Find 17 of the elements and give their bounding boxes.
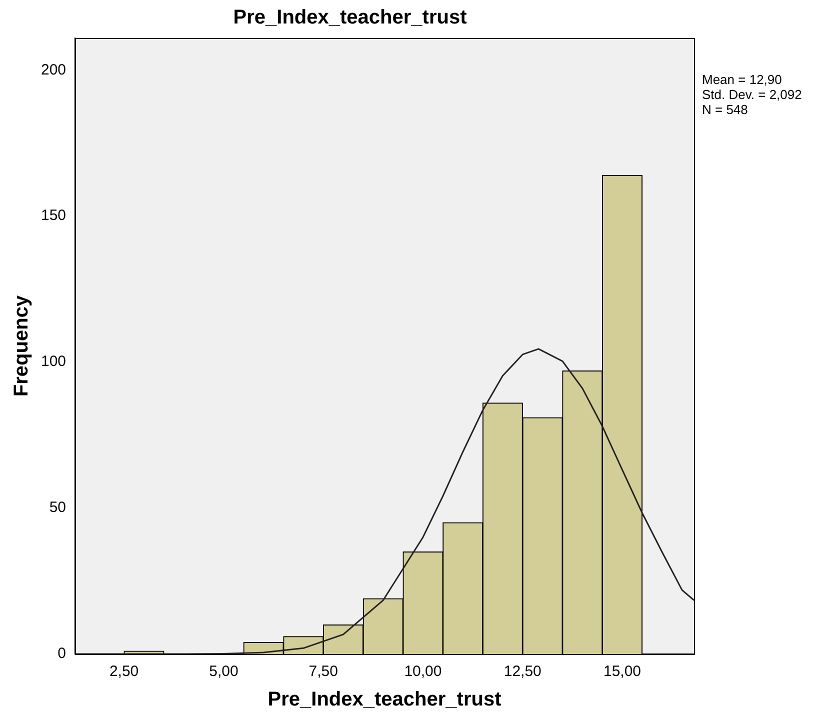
y-axis-title: Frequency	[10, 294, 33, 397]
text: Mean = 12,90	[702, 72, 782, 88]
x-tick-label: 12,50	[504, 663, 542, 680]
y-tick-label: 0	[58, 645, 66, 662]
y-tick-label: 50	[49, 499, 66, 516]
y-tick-label: 200	[40, 61, 66, 78]
text: Std. Dev. = 2,092	[702, 87, 802, 102]
text: N = 548	[702, 102, 748, 118]
x-tick-label: 10,00	[404, 663, 442, 680]
y-tick-label: 150	[40, 207, 66, 224]
y-tick-label: 100	[40, 353, 66, 370]
x-tick-label: 15,00	[603, 663, 642, 680]
x-axis-title: Pre_Index_teacher_trust	[268, 688, 502, 711]
chart-title: Pre_Index_teacher_trust	[233, 6, 468, 29]
x-tick-label: 2,50	[109, 663, 139, 680]
x-tick-label: 5,00	[209, 663, 238, 680]
x-tick-label: 7,50	[308, 663, 338, 680]
